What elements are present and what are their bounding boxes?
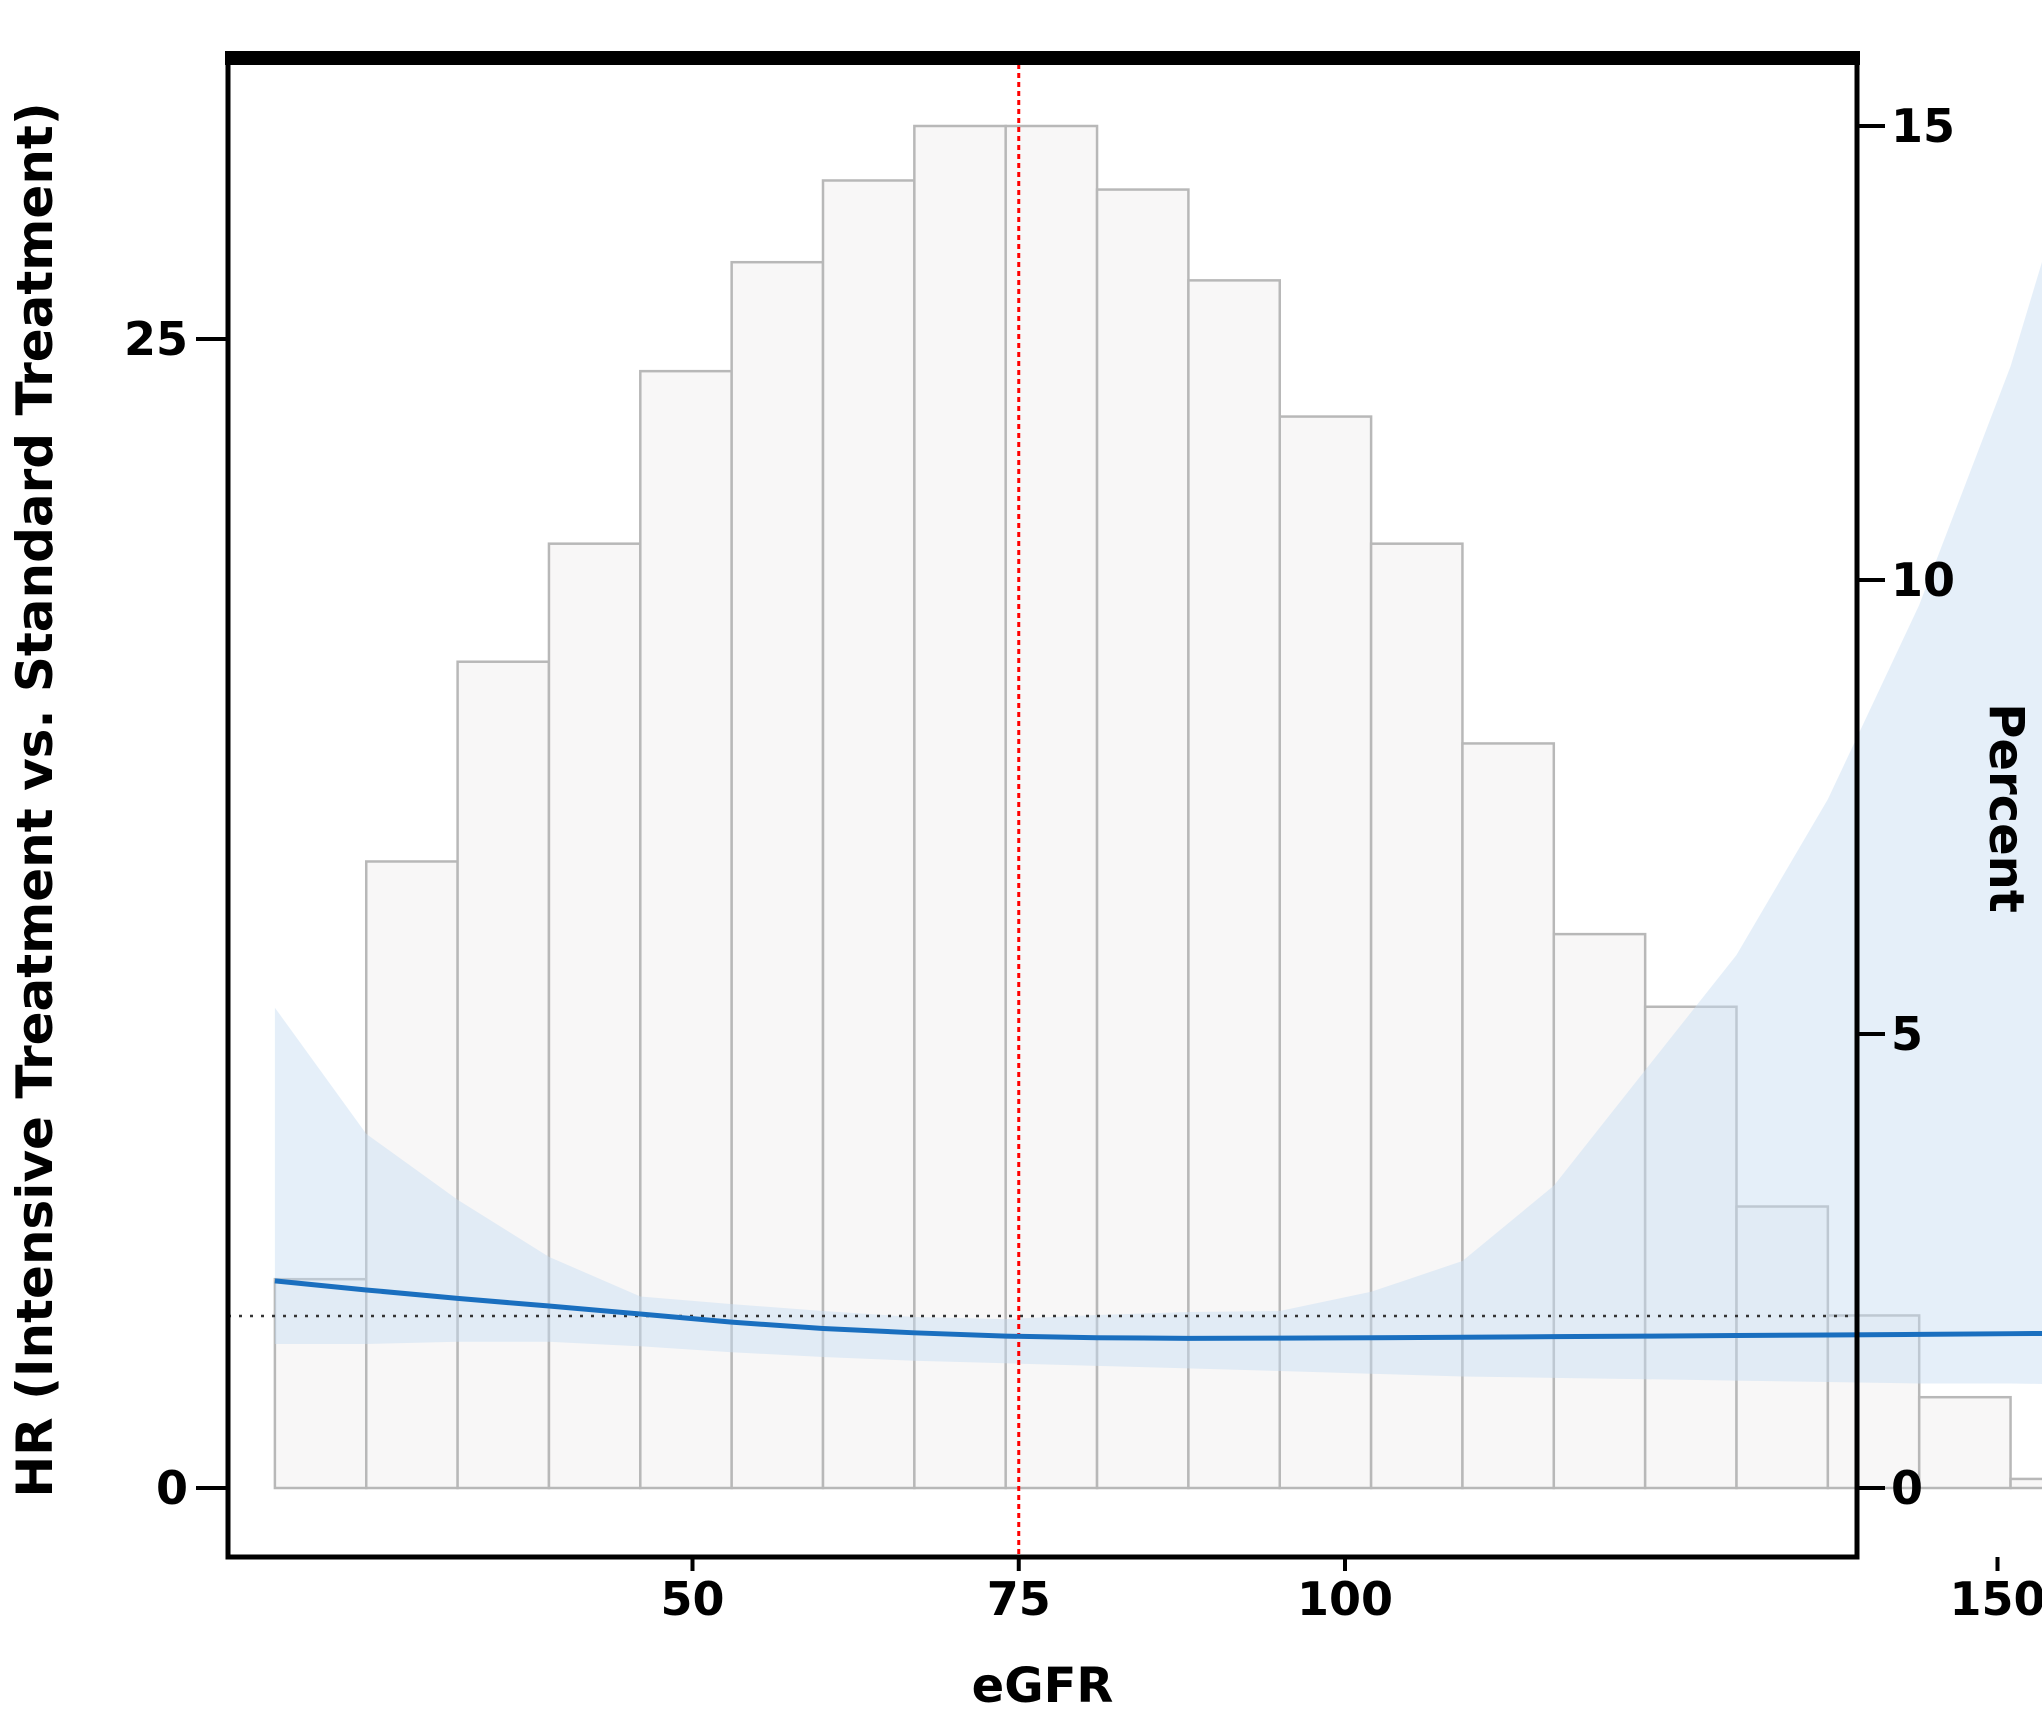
x-tick-label-50: 50 xyxy=(660,1572,724,1626)
histogram-bar-7 xyxy=(913,124,1007,1490)
right-tick-label-0: 0 xyxy=(1891,1461,1923,1515)
histogram-bars xyxy=(273,124,2042,1490)
x-axis-label: eGFR xyxy=(972,1658,1114,1714)
histogram-bar-1 xyxy=(365,860,459,1490)
histogram-bar-17 xyxy=(1826,1314,1921,1490)
histogram-bar-6 xyxy=(821,179,916,1490)
right-tick-label-15: 15 xyxy=(1891,99,1955,153)
histogram-bar-12 xyxy=(1369,542,1464,1490)
histogram-bar-10 xyxy=(1187,279,1282,1490)
histogram-bar-4 xyxy=(639,369,733,1490)
histogram-bar-16 xyxy=(1735,1205,1830,1490)
histogram-bar-2 xyxy=(456,660,551,1490)
left-tick-label-25: 25 xyxy=(124,312,188,366)
histogram-bar-15 xyxy=(1643,1005,1738,1490)
hazard-ratio-curve xyxy=(274,1278,2042,1341)
histogram-bar-8 xyxy=(1004,124,1099,1490)
x-axis-ticks: 50 75 100 150 xyxy=(660,1557,2042,1626)
histogram-bar-5 xyxy=(730,260,825,1490)
histogram-bar-3 xyxy=(547,542,642,1490)
right-tick-label-10: 10 xyxy=(1891,553,1955,607)
left-axis-ticks: 0255075100 xyxy=(124,312,228,1515)
right-tick-label-5: 5 xyxy=(1891,1007,1923,1061)
x-tick-label-75: 75 xyxy=(987,1572,1051,1626)
confidence-band xyxy=(274,261,2042,1384)
left-tick-label-0: 0 xyxy=(156,1461,188,1515)
histogram-bar-19 xyxy=(2009,1477,2042,1490)
histogram-bar-13 xyxy=(1461,742,1556,1490)
right-axis-ticks: 0 5 10 15 xyxy=(1857,99,1955,1515)
histogram-bar-18 xyxy=(1917,1395,2012,1490)
x-tick-label-150: 150 xyxy=(1949,1572,2042,1626)
left-y-axis-label: HR (Intensive Treatment vs. Standard Tre… xyxy=(6,102,64,1497)
right-y-axis-label: Percent xyxy=(1978,703,2034,913)
histogram-bar-0 xyxy=(273,1277,368,1490)
histogram-bar-11 xyxy=(1278,415,1373,1490)
histogram-bar-9 xyxy=(1095,188,1190,1490)
x-tick-label-100: 100 xyxy=(1297,1572,1393,1626)
